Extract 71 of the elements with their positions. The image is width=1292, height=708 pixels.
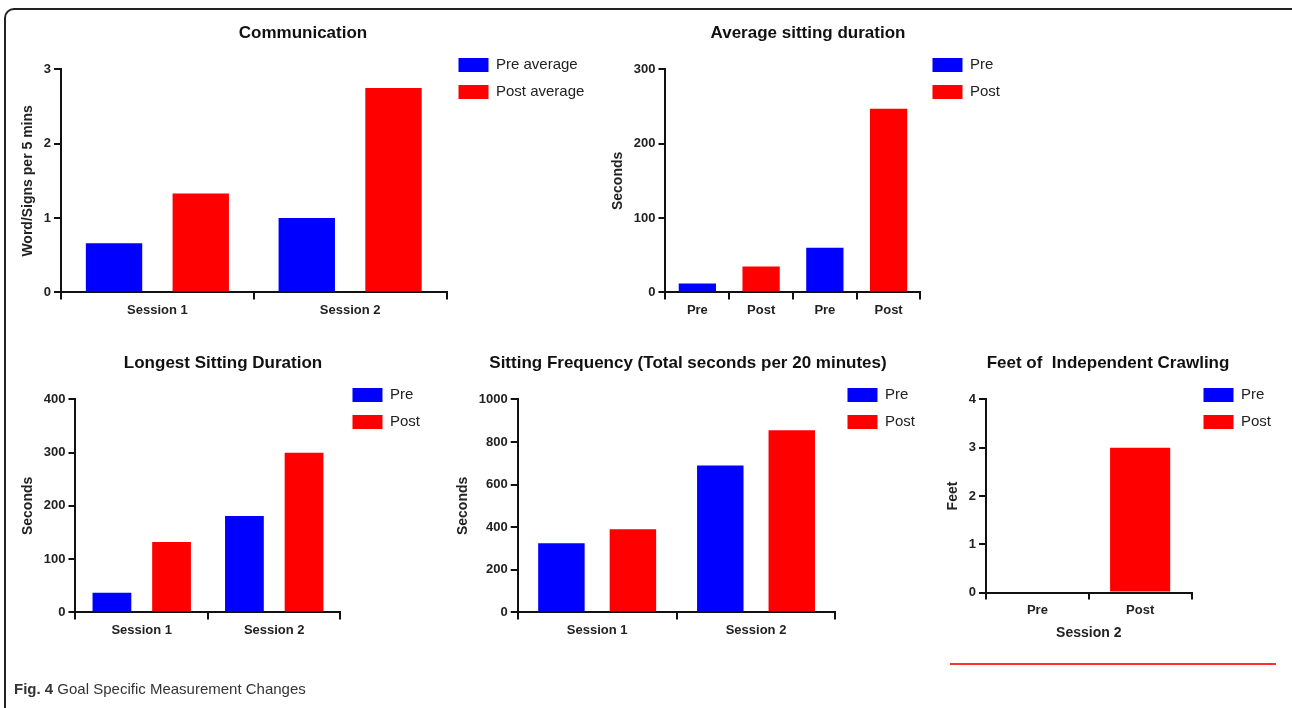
bar <box>225 516 264 612</box>
bar <box>609 529 657 612</box>
bar <box>92 592 132 612</box>
y-tick-label: 800 <box>486 433 508 449</box>
x-tick-label: Pre <box>814 301 836 317</box>
y-tick-label: 300 <box>43 444 66 460</box>
legend-label: Pre <box>389 385 414 403</box>
chart-title: Longest Sitting Duration <box>123 352 323 372</box>
bar <box>152 542 191 612</box>
x-tick-label: Session 1 <box>566 621 628 637</box>
caption: Fig. 4 Goal Specific Measurement Changes <box>14 680 306 697</box>
bar <box>172 193 229 292</box>
y-tick-label: 200 <box>43 497 66 513</box>
y-axis-title: Seconds <box>19 476 36 536</box>
bar <box>538 543 585 612</box>
bar <box>284 452 324 612</box>
y-tick-label: 0 <box>968 584 977 600</box>
y-tick-label: 1000 <box>478 390 508 406</box>
y-axis-title: Feet <box>944 481 961 511</box>
y-tick-label: 200 <box>633 135 656 151</box>
bar <box>806 247 844 292</box>
legend-label: Pre <box>969 55 994 73</box>
bar <box>278 218 335 292</box>
x-tick-label: Session 2 <box>243 621 305 637</box>
x-tick-label: Session 2 <box>725 621 787 637</box>
y-tick-label: 2 <box>968 487 977 503</box>
legend-label: Pre <box>884 385 909 403</box>
y-tick-label: 600 <box>486 476 508 492</box>
legend-label: Post <box>884 412 916 430</box>
bar <box>768 430 816 612</box>
legend-label: Post <box>969 82 1001 100</box>
legend-label: Post <box>1241 412 1272 430</box>
y-tick-label: 400 <box>43 390 66 406</box>
chart-title: Sitting Frequency (Total seconds per 20 minutes) <box>489 352 887 372</box>
y-tick-label: 1 <box>968 535 977 551</box>
chart-title: Feet of Independent Crawling <box>986 352 1230 372</box>
legend-label: Pre average <box>496 55 578 73</box>
y-tick-label: 0 <box>500 603 508 619</box>
y-axis-title: Seconds <box>454 476 471 536</box>
y-tick-label: 0 <box>43 283 52 299</box>
y-tick-label: 0 <box>58 603 66 619</box>
x-tick-label: Pre <box>686 301 708 317</box>
bar <box>365 87 422 292</box>
y-tick-label: 300 <box>633 60 656 76</box>
x-tick-label: Post <box>747 301 776 317</box>
y-tick-label: 100 <box>633 209 656 225</box>
y-tick-label: 100 <box>43 550 66 566</box>
y-tick-label: 4 <box>968 390 977 406</box>
legend-label: Pre <box>1241 385 1265 403</box>
legend-label: Post average <box>496 82 585 100</box>
bar <box>678 283 717 292</box>
x-tick-label: Session 2 <box>319 301 381 317</box>
bar <box>697 465 744 612</box>
y-axis-title: Seconds <box>609 151 626 211</box>
y-tick-label: 400 <box>486 518 508 534</box>
chart-title: Communication <box>238 22 368 42</box>
y-tick-label: 3 <box>43 60 52 76</box>
y-tick-label: 2 <box>43 135 52 151</box>
y-tick-label: 0 <box>648 283 656 299</box>
x-tick-label: Session 1 <box>111 621 173 637</box>
y-tick-label: 3 <box>968 439 977 455</box>
legend-label: Post <box>389 412 421 430</box>
y-tick-label: 1 <box>43 209 52 225</box>
x-tick-label: Post <box>874 301 904 317</box>
bar <box>742 266 780 292</box>
bar <box>869 108 908 292</box>
bar <box>85 243 143 292</box>
y-axis-title: Word/Signs per 5 mins <box>19 104 36 257</box>
x-tick-label: Session 1 <box>127 301 188 317</box>
chart-title: Average sitting duration <box>710 22 906 42</box>
y-tick-label: 200 <box>486 561 508 577</box>
